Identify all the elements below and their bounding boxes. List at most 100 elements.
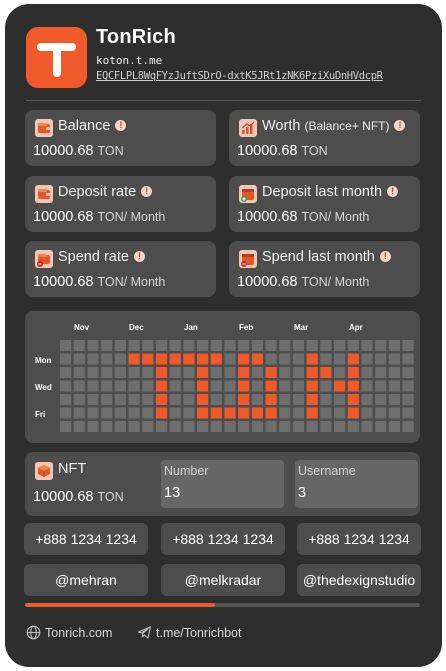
heatmap-cell-active bbox=[347, 353, 359, 365]
heatmap-cell bbox=[114, 394, 126, 405]
info-icon[interactable]: ! bbox=[379, 251, 391, 262]
heatmap-cell bbox=[361, 407, 373, 419]
calendar-minus-icon bbox=[239, 250, 257, 268]
telegram-icon bbox=[137, 626, 152, 639]
globe-icon bbox=[26, 625, 41, 640]
heatmap-cell bbox=[279, 353, 291, 365]
footer-website: Tonrich.com bbox=[45, 626, 113, 640]
wallet-address[interactable]: EQCFLPL8WqFYzJuftSDrO-dxtK5JRt1zNK6PziXu… bbox=[96, 70, 383, 82]
heatmap-cell bbox=[320, 353, 332, 365]
nft-number-field[interactable]: Number 13 bbox=[161, 460, 284, 508]
heatmap-cell bbox=[169, 340, 181, 351]
heatmap-cell bbox=[388, 394, 400, 405]
stat-value: 10000.68 TON/ Month bbox=[33, 274, 165, 290]
heatmap-cell-active bbox=[238, 407, 250, 419]
heatmap-cell bbox=[224, 353, 236, 365]
heatmap-cell bbox=[402, 367, 414, 378]
day-label: Fri bbox=[35, 410, 46, 419]
stat-unit: TON/ Month bbox=[301, 210, 370, 224]
heatmap-cell bbox=[197, 421, 209, 432]
heatmap-cell bbox=[334, 407, 346, 419]
wallet-icon bbox=[35, 185, 53, 203]
heatmap-cell bbox=[197, 340, 209, 351]
stat-label-text: Worth bbox=[262, 118, 301, 134]
heatmap-cell bbox=[265, 421, 277, 432]
heatmap-cell-active bbox=[155, 407, 168, 419]
day-label: Wed bbox=[35, 383, 52, 392]
heatmap-cell bbox=[155, 340, 168, 351]
heatmap-cell bbox=[73, 340, 85, 351]
heatmap-cell bbox=[114, 421, 126, 432]
info-icon[interactable]: ! bbox=[133, 251, 145, 262]
username-button[interactable]: @melkradar bbox=[161, 564, 285, 596]
activity-heatmap: Nov Dec Jan Feb Mar Apr Mon Wed Fri bbox=[25, 311, 420, 443]
heatmap-cell bbox=[169, 380, 181, 392]
nft-value: 10000.68 TON bbox=[33, 489, 124, 505]
heatmap-cell bbox=[210, 340, 222, 351]
heatmap-cell bbox=[279, 407, 291, 419]
heatmap-cell-active bbox=[238, 367, 250, 378]
heatmap-cell bbox=[361, 421, 373, 432]
heatmap-cell bbox=[87, 340, 99, 351]
stat-value: 10000.68 TON bbox=[237, 143, 328, 159]
heatmap-cell bbox=[402, 353, 414, 365]
phone-button[interactable]: +888 1234 1234 bbox=[24, 523, 148, 555]
balance-tile: Balance! 10000.68 TON bbox=[25, 110, 216, 166]
heatmap-grid bbox=[60, 340, 414, 432]
heatmap-cell bbox=[183, 421, 195, 432]
heatmap-cell-active bbox=[197, 380, 209, 392]
stat-value: 10000.68 TON/ Month bbox=[33, 209, 165, 225]
heatmap-cell bbox=[402, 407, 414, 419]
info-icon[interactable]: ! bbox=[115, 120, 127, 131]
stat-unit: TON bbox=[97, 144, 124, 158]
info-icon[interactable]: ! bbox=[394, 120, 406, 131]
heatmap-cell bbox=[73, 394, 85, 405]
username-button[interactable]: @mehran bbox=[24, 564, 148, 596]
heatmap-cell-active bbox=[347, 407, 359, 419]
phone-button[interactable]: +888 1234 1234 bbox=[297, 523, 421, 555]
heatmap-cell bbox=[155, 421, 168, 432]
month-label: Dec bbox=[129, 323, 144, 332]
heatmap-cell bbox=[183, 367, 195, 378]
heatmap-cell-active bbox=[169, 353, 181, 365]
username-button[interactable]: @thedexignstudio bbox=[297, 564, 421, 596]
nft-tile: NFT 10000.68 TON Number 13 Username 3 bbox=[25, 452, 420, 516]
heatmap-cell bbox=[169, 367, 181, 378]
nft-username-field[interactable]: Username 3 bbox=[295, 460, 418, 508]
spend-last-month-tile: Spend last month! 10000.68 TON/ Month bbox=[229, 241, 420, 297]
heatmap-cell bbox=[73, 421, 85, 432]
heatmap-cell bbox=[334, 340, 346, 351]
heatmap-cell bbox=[334, 394, 346, 405]
stat-label: Spend rate! bbox=[58, 249, 145, 265]
heatmap-cell bbox=[375, 380, 387, 392]
heatmap-cell bbox=[87, 407, 99, 419]
month-label: Nov bbox=[74, 323, 90, 332]
heatmap-cell bbox=[347, 340, 359, 351]
heatmap-cell bbox=[60, 340, 72, 351]
heatmap-cell bbox=[128, 380, 140, 392]
heatmap-cell bbox=[183, 407, 195, 419]
heatmap-cell-active bbox=[265, 394, 277, 405]
info-icon[interactable]: ! bbox=[387, 186, 399, 197]
wallet-minus-icon bbox=[35, 250, 53, 268]
heatmap-cell bbox=[114, 380, 126, 392]
heatmap-cell bbox=[279, 367, 291, 378]
heatmap-cell bbox=[402, 394, 414, 405]
heatmap-cell bbox=[224, 340, 236, 351]
phone-button[interactable]: +888 1234 1234 bbox=[161, 523, 285, 555]
wallet-icon bbox=[35, 119, 53, 137]
stat-unit: TON bbox=[301, 144, 328, 158]
heatmap-cell bbox=[183, 394, 195, 405]
heatmap-cell-active bbox=[128, 353, 140, 365]
heatmap-cell bbox=[87, 380, 99, 392]
heatmap-cell-active bbox=[155, 394, 168, 405]
app-subdomain[interactable]: koton.t.me bbox=[96, 54, 163, 67]
heatmap-cell bbox=[238, 340, 250, 351]
heatmap-cell-active bbox=[197, 407, 209, 419]
profile-card: TonRich koton.t.me EQCFLPL8WqFYzJuftSDrO… bbox=[5, 4, 442, 667]
nft-amount: 10000.68 bbox=[33, 489, 94, 505]
footer-bot: t.me/Tonrichbot bbox=[156, 626, 242, 640]
heatmap-cell bbox=[402, 421, 414, 432]
info-icon[interactable]: ! bbox=[141, 186, 153, 197]
heatmap-cell-active bbox=[265, 407, 277, 419]
